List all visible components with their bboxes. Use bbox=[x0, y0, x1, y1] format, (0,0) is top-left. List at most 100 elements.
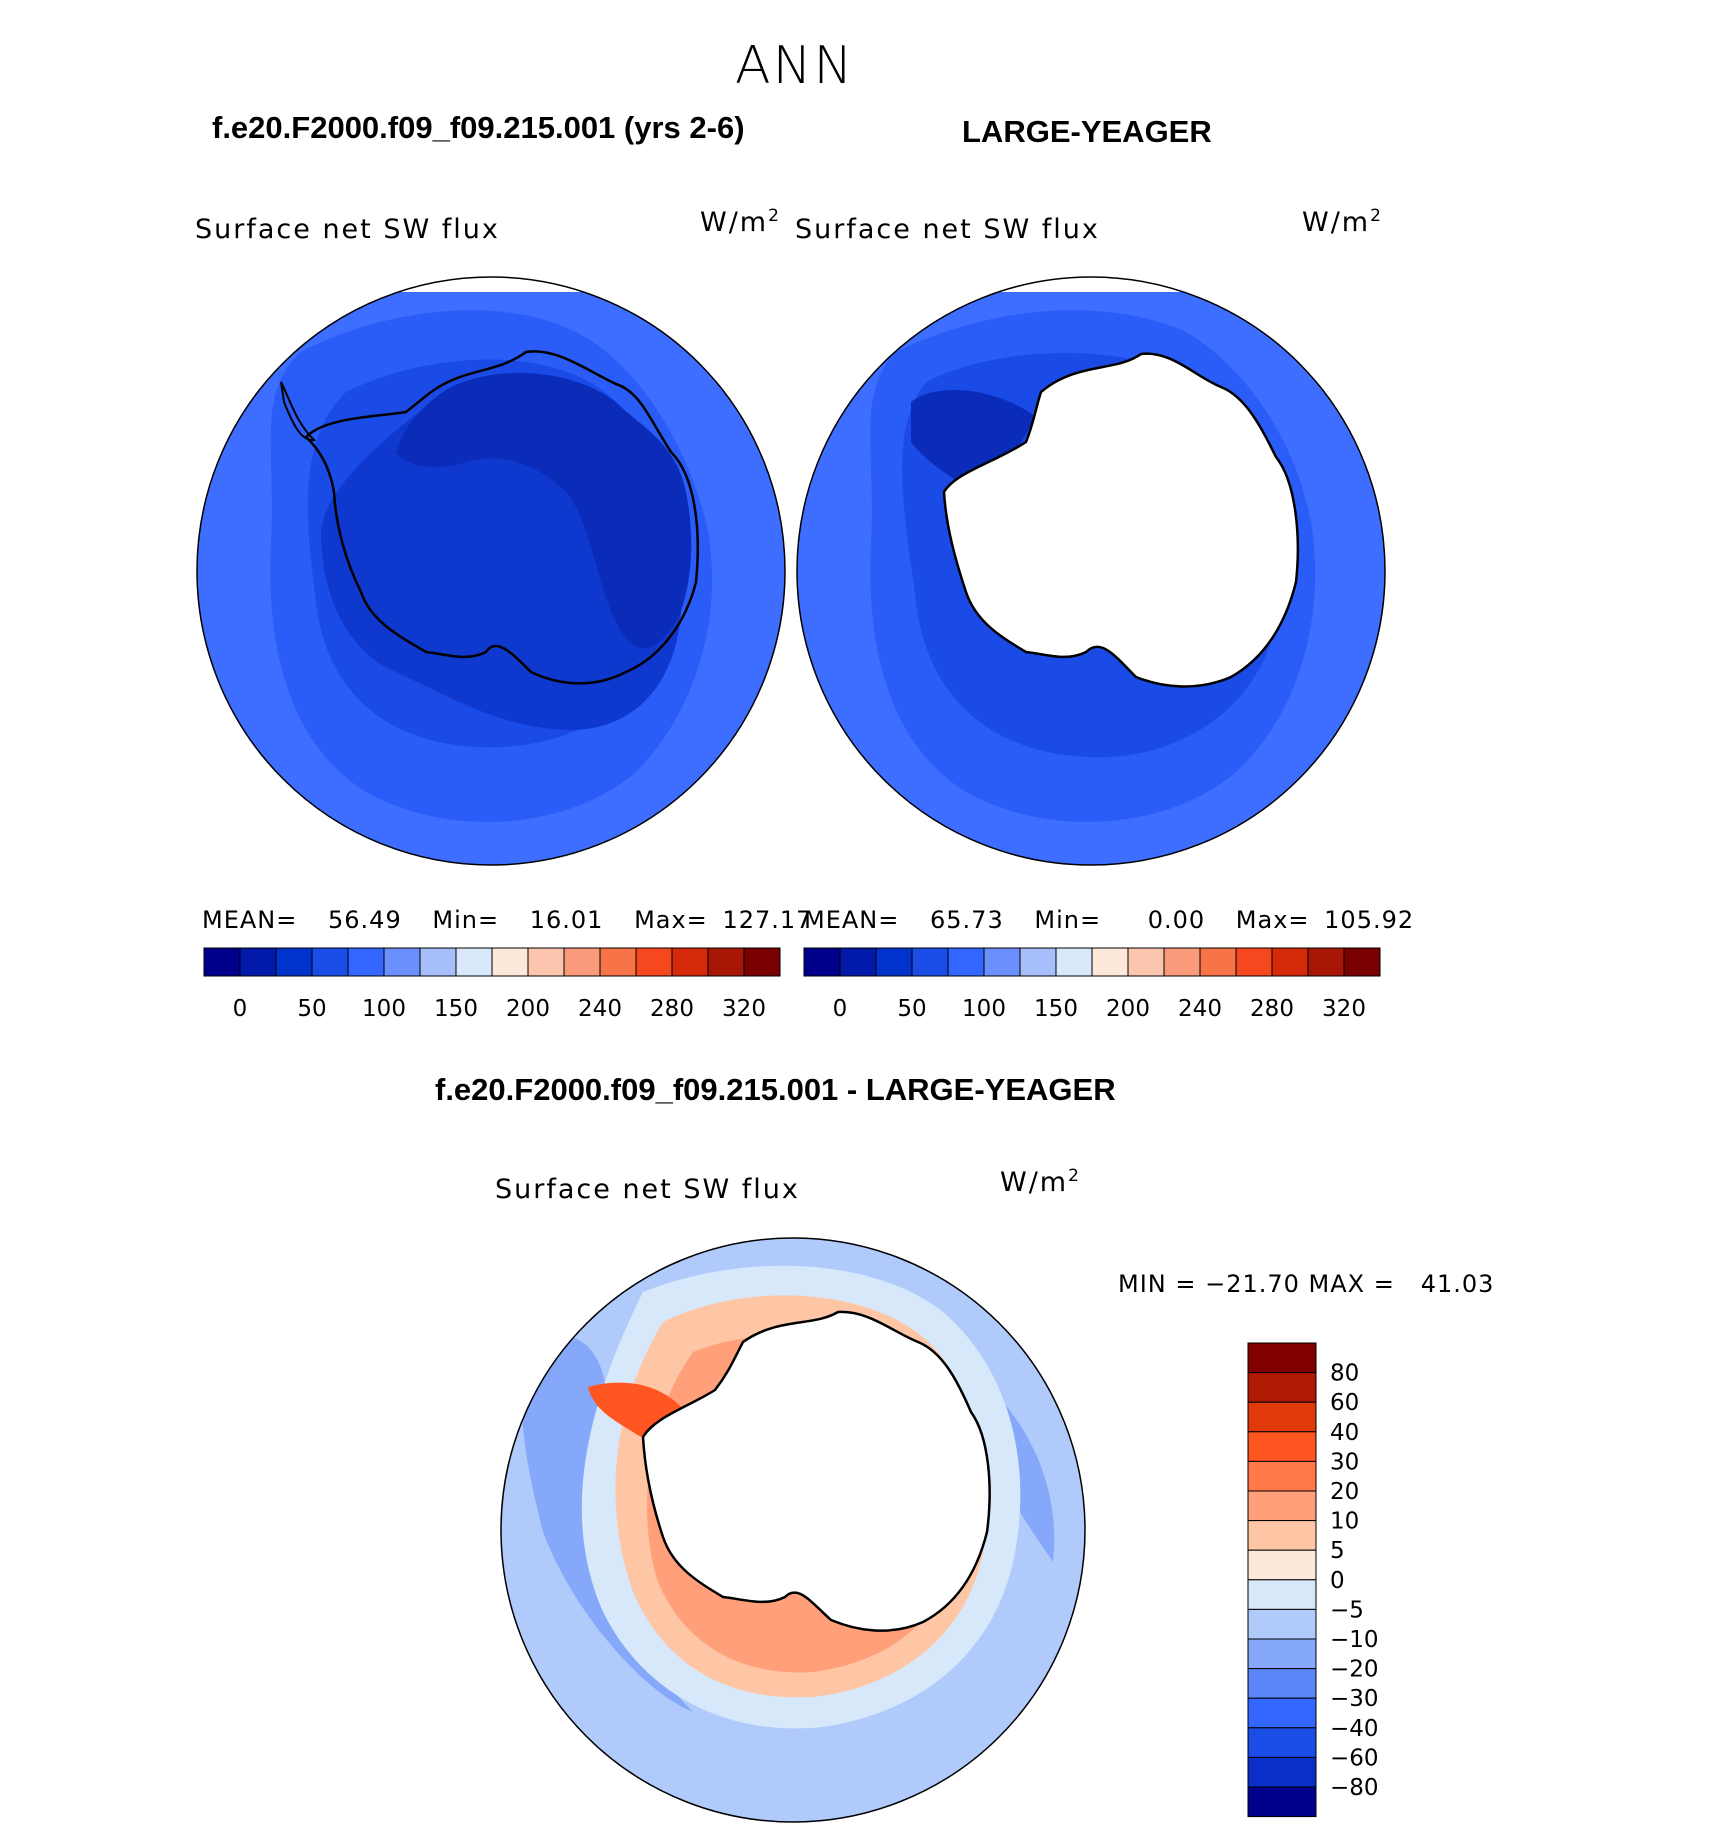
right-min-label: Min= bbox=[1034, 906, 1102, 934]
left-colorbar-cell bbox=[635, 947, 673, 977]
left-colorbar-cell bbox=[527, 947, 565, 977]
right-colorbar-cell bbox=[1019, 947, 1057, 977]
left-colorbar-cell bbox=[491, 947, 529, 977]
right-land-mask bbox=[942, 352, 1300, 688]
left-mean-value: 56.49 bbox=[328, 906, 402, 934]
diff-map bbox=[500, 1237, 1086, 1823]
right-max-value: 105.92 bbox=[1324, 906, 1415, 934]
diff-colorbar-label: −30 bbox=[1330, 1686, 1379, 1712]
left-min-label: Min= bbox=[432, 906, 500, 934]
right-colorbar: 0 50 100 150 200 240 280 320 bbox=[803, 947, 1381, 1022]
left-units-exp: 2 bbox=[768, 206, 781, 226]
diff-colorbar-cell bbox=[1247, 1756, 1317, 1788]
left-map bbox=[196, 276, 786, 866]
right-colorbar-cell bbox=[1091, 947, 1129, 977]
right-colorbar-cell bbox=[1307, 947, 1345, 977]
left-colorbar-label: 150 bbox=[434, 996, 478, 1022]
left-colorbar-cell bbox=[455, 947, 493, 977]
left-colorbar-cell bbox=[239, 947, 277, 977]
diff-colorbar-label: −10 bbox=[1330, 1627, 1379, 1653]
right-colorbar-label: 150 bbox=[1034, 996, 1078, 1022]
diff-colorbar-label: −80 bbox=[1330, 1775, 1379, 1801]
left-case-title: f.e20.F2000.f09_f09.215.001 (yrs 2-6) bbox=[212, 110, 745, 145]
right-colorbar-label: 100 bbox=[962, 996, 1006, 1022]
diff-colorbar-label: −5 bbox=[1330, 1597, 1364, 1623]
right-colorbar-cell bbox=[1127, 947, 1165, 977]
diff-colorbar-label: −60 bbox=[1330, 1745, 1379, 1771]
right-units: W/m2 bbox=[1302, 206, 1383, 238]
right-colorbar-label: 200 bbox=[1106, 996, 1150, 1022]
diff-colorbar-cell bbox=[1247, 1520, 1317, 1551]
diff-colorbar-cell bbox=[1247, 1460, 1317, 1492]
diff-colorbar-cell bbox=[1247, 1608, 1317, 1640]
diff-negative-west bbox=[522, 1336, 693, 1712]
right-units-exp: 2 bbox=[1370, 206, 1383, 226]
left-colorbar-cell bbox=[599, 947, 637, 977]
right-colorbar-cell bbox=[1235, 947, 1273, 977]
diff-map-border bbox=[500, 1237, 1086, 1823]
right-case-title: LARGE-YEAGER bbox=[962, 114, 1212, 149]
diff-land-mask bbox=[641, 1310, 991, 1632]
left-colorbar-label: 280 bbox=[650, 996, 694, 1022]
right-colorbar-label: 320 bbox=[1322, 996, 1366, 1022]
right-colorbar-cell bbox=[839, 947, 877, 977]
right-units-base: W/m bbox=[1302, 207, 1371, 238]
left-colorbar-cell bbox=[563, 947, 601, 977]
right-colorbar-cell bbox=[911, 947, 949, 977]
right-min-value: 0.00 bbox=[1147, 906, 1206, 934]
diff-colorbar: 80 60 40 30 20 10 5 0 −5 −10 −20 −30 −40 −60 −80 bbox=[1247, 1342, 1379, 1818]
left-colorbar-cell bbox=[347, 947, 385, 977]
left-colorbar-label: 200 bbox=[506, 996, 550, 1022]
left-colorbar-label: 50 bbox=[297, 996, 326, 1022]
right-colorbar-label: 0 bbox=[833, 996, 848, 1022]
left-colorbar-cell bbox=[203, 947, 241, 977]
diff-colorbar-cell bbox=[1247, 1401, 1317, 1433]
diff-colorbar-cell bbox=[1247, 1490, 1317, 1522]
right-colorbar-label: 50 bbox=[897, 996, 926, 1022]
right-map-border bbox=[796, 276, 1386, 866]
right-colorbar-cell bbox=[875, 947, 913, 977]
diff-colorbar-cell bbox=[1247, 1372, 1317, 1403]
left-continent-dark bbox=[396, 372, 692, 649]
right-colorbar-label: 240 bbox=[1178, 996, 1222, 1022]
left-max-label: Max= bbox=[634, 906, 708, 934]
left-units-base: W/m bbox=[700, 207, 769, 238]
left-min-value: 16.01 bbox=[529, 906, 604, 934]
left-colorbar-cell bbox=[707, 947, 745, 977]
diff-colorbar-cell bbox=[1247, 1786, 1317, 1818]
right-colorbar-cell bbox=[983, 947, 1021, 977]
left-colorbar-cell bbox=[743, 947, 781, 977]
diff-colorbar-cell bbox=[1247, 1727, 1317, 1758]
right-colorbar-cell bbox=[803, 947, 841, 977]
diff-colorbar-cell bbox=[1247, 1549, 1317, 1581]
diff-colorbar-label: 30 bbox=[1330, 1449, 1359, 1475]
right-colorbar-cell bbox=[1163, 947, 1201, 977]
diff-units-base: W/m bbox=[1000, 1167, 1069, 1198]
left-colorbar-label: 100 bbox=[362, 996, 406, 1022]
diff-colorbar-label: 0 bbox=[1330, 1568, 1345, 1594]
diff-units: W/m2 bbox=[1000, 1166, 1081, 1198]
diff-colorbar-label: 5 bbox=[1330, 1538, 1345, 1564]
diff-colorbar-cell bbox=[1247, 1638, 1317, 1670]
diff-colorbar-label: 40 bbox=[1330, 1420, 1359, 1446]
diff-colorbar-cell bbox=[1247, 1579, 1317, 1610]
left-colorbar-cell bbox=[671, 947, 709, 977]
left-colorbar-label: 0 bbox=[233, 996, 248, 1022]
left-colorbar-cell bbox=[275, 947, 313, 977]
left-stats: MEAN= 56.49 Min= 16.01 Max= 127.17 bbox=[202, 906, 812, 934]
right-stats: MEAN= 65.73 Min= 0.00 Max= 105.92 bbox=[804, 906, 1414, 934]
left-units: W/m2 bbox=[700, 206, 781, 238]
right-colorbar-cell bbox=[1055, 947, 1093, 977]
left-mean-label: MEAN= bbox=[202, 906, 298, 934]
left-map-border bbox=[196, 276, 786, 866]
right-colorbar-cell bbox=[947, 947, 985, 977]
right-variable-label: Surface net SW flux bbox=[795, 214, 1100, 245]
diff-colorbar-label: 80 bbox=[1330, 1361, 1359, 1387]
right-map bbox=[796, 276, 1386, 866]
diff-variable-label: Surface net SW flux bbox=[495, 1174, 800, 1205]
right-mean-value: 65.73 bbox=[930, 906, 1004, 934]
right-mean-label: MEAN= bbox=[804, 906, 900, 934]
left-colorbar: 0 50 100 150 200 240 280 320 bbox=[203, 947, 781, 1022]
diff-colorbar-cell bbox=[1247, 1668, 1317, 1699]
left-peninsula bbox=[280, 381, 317, 442]
